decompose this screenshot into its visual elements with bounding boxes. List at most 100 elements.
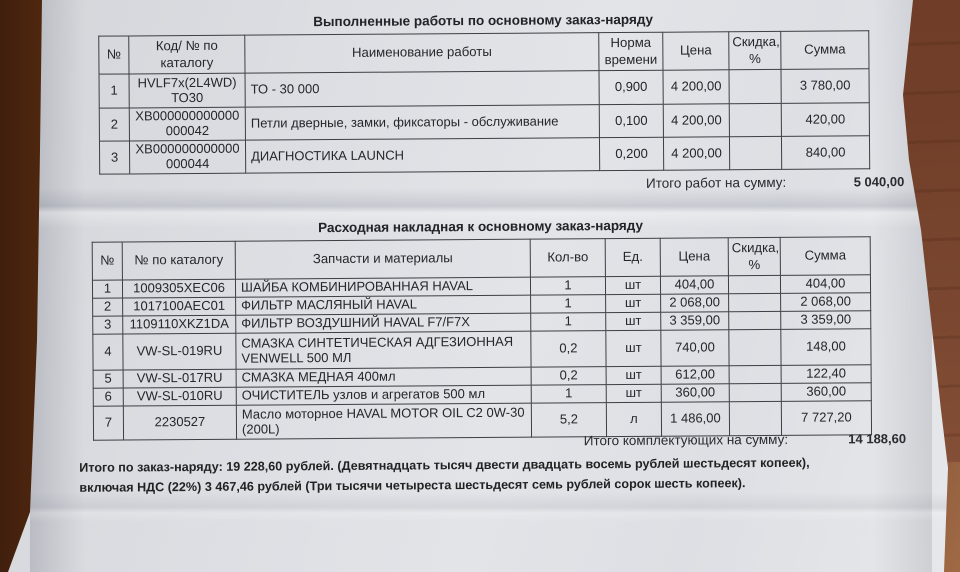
cell-code: VW-SL-010RU — [123, 387, 237, 406]
cell-part-name: ОЧИСТИТЕЛЬ узлов и агрегатов 500 мл — [236, 385, 532, 406]
col-header-num: № — [98, 35, 130, 75]
cell-num: 3 — [99, 140, 130, 175]
cell-sum: 840,00 — [781, 135, 870, 170]
cell-sum: 3 359,00 — [780, 310, 871, 330]
col-header-price: Цена — [662, 31, 729, 71]
cell-num: 3 — [92, 315, 123, 335]
cell-sum: 3 780,00 — [780, 68, 870, 104]
work-table-title: Выполненные работы по основному заказ-на… — [313, 11, 654, 30]
cell-price: 404,00 — [660, 275, 729, 295]
work-row: 2 ХВ000000000000 000042 Петли дверные, з… — [99, 102, 870, 142]
cell-part-name: СМАЗКА СИНТЕТИЧЕСКАЯ АДГЕЗИОННАЯ VENWELL… — [235, 331, 532, 370]
cell-price: 612,00 — [661, 365, 730, 385]
cell-discount — [729, 103, 782, 137]
cell-price: 1 486,00 — [661, 401, 730, 437]
cell-sum: 122,40 — [781, 364, 872, 384]
work-row: 1 HVLF7x(2L4WD) ТО30 ТО - 30 000 0,900 4… — [99, 68, 870, 109]
cell-part-name: ФИЛЬТР ВОЗДУШНИЙ HAVAL F7/F7X — [235, 313, 531, 334]
col-header-code: № по каталогу — [122, 241, 236, 280]
cell-time: 0,900 — [598, 70, 664, 105]
cell-qty: 1 — [530, 312, 606, 332]
paper-fold-crease — [8, 492, 948, 522]
cell-price: 2 068,00 — [660, 293, 729, 313]
cell-qty: 1 — [530, 276, 606, 296]
cell-sum: 420,00 — [781, 102, 870, 137]
cell-discount — [729, 365, 782, 384]
col-header-discount: Скидка, % — [728, 31, 781, 70]
cell-discount — [729, 136, 782, 170]
cell-price: 4 200,00 — [662, 69, 730, 105]
cell-num: 5 — [93, 369, 124, 389]
parts-total-value: 14 188,60 — [848, 431, 907, 447]
cell-unit: л — [606, 402, 662, 437]
col-header-name: Запчасти и материалы — [235, 239, 531, 280]
code-line: ТО30 — [171, 89, 204, 105]
paper-fold-crease — [8, 188, 948, 228]
cell-discount — [729, 401, 782, 436]
cell-qty: 1 — [531, 384, 607, 404]
grand-total-text: Итого по заказ-наряду: 19 228,60 рублей.… — [79, 453, 924, 498]
col-header-name: Наименование работы — [244, 32, 599, 74]
cell-discount — [728, 69, 782, 104]
cell-sum: 360,00 — [781, 382, 872, 402]
col-header-num: № — [92, 241, 123, 281]
cell-discount — [728, 329, 782, 366]
cell-work-name: Петли дверные, замки, фиксаторы - обслуж… — [245, 104, 600, 141]
work-total-label: Итого работ на сумму: — [645, 174, 787, 191]
cell-code: 2230527 — [123, 405, 237, 440]
code-line: 000042 — [165, 122, 210, 139]
cell-price: 3 359,00 — [660, 311, 729, 331]
cell-part-name: СМАЗКА МЕДНАЯ 400мл — [236, 367, 532, 388]
cell-sum: 7 727,20 — [781, 400, 872, 436]
cell-code: 1009305XEC06 — [122, 279, 236, 298]
cell-discount — [728, 293, 781, 312]
work-total-row: Итого работ на сумму: 5 040,00 — [99, 174, 904, 195]
work-order-table: № Код/ № по каталогу Наименование работы… — [98, 30, 870, 175]
cell-part-name: ФИЛЬТР МАСЛЯНЫЙ HAVAL — [235, 295, 531, 316]
cell-discount — [728, 275, 781, 294]
col-header-unit: Ед. — [605, 238, 661, 277]
cell-qty: 0,2 — [531, 366, 607, 386]
cell-unit: шт — [606, 366, 662, 385]
parts-total-label: Итого комплектующих на сумму: — [583, 431, 789, 449]
cell-sum: 404,00 — [780, 274, 871, 294]
cell-price: 360,00 — [661, 383, 730, 403]
work-table-header-row: № Код/ № по каталогу Наименование работы… — [98, 30, 869, 75]
cell-qty: 5,2 — [531, 402, 607, 438]
cell-code: ХВ000000000000 000044 — [129, 140, 246, 174]
parts-table-title: Расходная накладная к основному заказ-на… — [318, 217, 644, 236]
cell-price: 4 200,00 — [663, 103, 730, 138]
work-row: 3 ХВ000000000000 000044 ДИАГНОСТИКА LAUN… — [99, 135, 870, 175]
cell-code: 1017100AEC01 — [122, 297, 236, 316]
cell-unit: шт — [605, 312, 661, 331]
col-header-qty: Кол-во — [530, 238, 606, 278]
cell-code: VW-SL-017RU — [123, 369, 237, 388]
cell-code: ХВ000000000000 000042 — [129, 107, 246, 141]
cell-num: 1 — [99, 73, 130, 109]
cell-discount — [729, 383, 782, 402]
cell-unit: шт — [605, 294, 661, 313]
cell-code: VW-SL-019RU — [122, 333, 237, 370]
cell-num: 4 — [92, 333, 124, 371]
work-total-value: 5 040,00 — [853, 174, 905, 190]
cell-part-name: ШАЙБА КОМБИНИРОВАННАЯ HAVAL — [235, 277, 531, 298]
cell-unit: шт — [606, 384, 662, 403]
cell-time: 0,200 — [599, 137, 664, 171]
cell-price: 4 200,00 — [663, 136, 730, 171]
cell-num: 2 — [99, 107, 130, 142]
cell-time: 0,100 — [599, 104, 664, 138]
cell-unit: шт — [605, 276, 661, 295]
cell-code: HVLF7x(2L4WD) ТО30 — [129, 73, 246, 108]
parts-row: 4 VW-SL-019RU СМАЗКА СИНТЕТИЧЕСКАЯ АДГЕЗ… — [92, 328, 872, 371]
cell-work-name: ДИАГНОСТИКА LAUNCH — [245, 137, 600, 174]
cell-qty: 0,2 — [530, 330, 607, 368]
col-header-time: Норма времени — [598, 32, 663, 71]
cell-num: 7 — [93, 405, 124, 441]
cell-num: 6 — [93, 387, 124, 407]
col-header-discount: Скидка, % — [728, 237, 781, 276]
col-header-sum: Сумма — [780, 30, 869, 70]
cell-unit: шт — [605, 330, 662, 367]
cell-sum: 148,00 — [780, 328, 872, 366]
